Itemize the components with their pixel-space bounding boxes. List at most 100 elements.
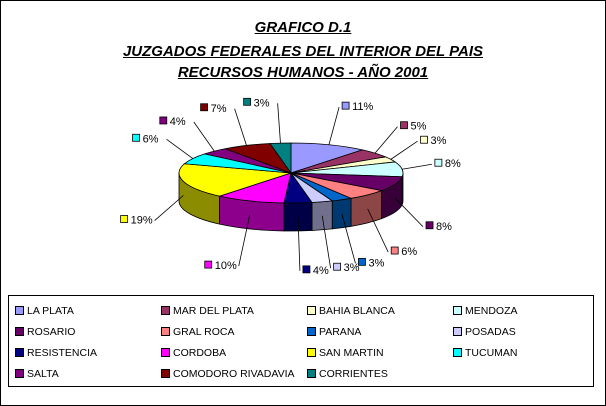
data-label-salta: 4% bbox=[170, 116, 186, 128]
legend-label: PARANA bbox=[319, 326, 362, 338]
pie-slice-la-plata bbox=[290, 142, 364, 174]
label-swatch-mendoza bbox=[434, 158, 443, 167]
legend-label: MENDOZA bbox=[465, 305, 518, 317]
legend-label: SALTA bbox=[27, 368, 59, 380]
legend-label: SAN MARTIN bbox=[319, 347, 384, 359]
pie-sides bbox=[178, 172, 404, 232]
legend-label: BAHIA BLANCA bbox=[319, 305, 395, 317]
legend-label: TUCUMAN bbox=[465, 347, 518, 359]
legend-item-parana: PARANA bbox=[307, 325, 361, 339]
legend-label: CORDOBA bbox=[173, 347, 227, 359]
legend-swatch bbox=[15, 347, 24, 357]
label-swatch-bahia-blanca bbox=[420, 135, 428, 144]
pie-chart: 11% 5% 3% 8% 8% 6% 3% 3% 4% 10% 19% 6% 4% 7% 3% bbox=[120, 97, 461, 277]
legend-item-mendoza: MENDOZA bbox=[453, 304, 518, 318]
data-label-tucuman: 6% bbox=[143, 133, 159, 145]
data-label-comodoro-rivadavia: 7% bbox=[211, 103, 227, 115]
legend-label: CORRIENTES bbox=[319, 368, 388, 380]
legend-swatch bbox=[15, 368, 24, 378]
chart-title: GRAFICO D.1 bbox=[254, 19, 352, 36]
legend-label: MAR DEL PLATA bbox=[173, 305, 254, 317]
legend-label: RESISTENCIA bbox=[27, 347, 98, 359]
legend-label: LA PLATA bbox=[27, 305, 74, 317]
pie-slice-san-martin bbox=[178, 163, 292, 197]
leader-line-resistencia bbox=[297, 216, 301, 271]
legend-swatch bbox=[307, 347, 316, 357]
data-label-mendoza: 8% bbox=[445, 158, 461, 170]
data-label-rosario: 8% bbox=[436, 221, 452, 233]
label-swatch-parana bbox=[358, 257, 366, 266]
label-swatch-resistencia bbox=[302, 265, 311, 274]
leader-line-parana bbox=[341, 213, 356, 264]
leader-line-mar-del-plata bbox=[374, 126, 398, 154]
legend-item-mar-del-plata: MAR DEL PLATA bbox=[161, 304, 254, 318]
leader-line-mendoza bbox=[402, 163, 432, 170]
legend-item-comodoro-rivadavia: COMODORO RIVADAVIA bbox=[161, 367, 295, 381]
legend-swatch bbox=[453, 305, 462, 315]
label-swatch-la-plata bbox=[341, 101, 350, 110]
leader-line-salta bbox=[193, 121, 215, 152]
leader-line-cordoba bbox=[238, 214, 251, 267]
label-swatch-gral-roca bbox=[390, 246, 399, 255]
data-label-resistencia: 4% bbox=[313, 265, 329, 277]
legend-swatch bbox=[453, 326, 462, 336]
legend-item-cordoba: CORDOBA bbox=[161, 346, 226, 360]
chart-subtitle-2: RECURSOS HUMANOS - AÑO 2001 bbox=[177, 64, 429, 81]
chart-subtitle: JUZGADOS FEDERALES DEL INTERIOR DEL PAIS bbox=[122, 43, 484, 60]
legend-swatch bbox=[161, 347, 170, 357]
legend-item-rosario: ROSARIO bbox=[15, 325, 75, 339]
leader-line-tucuman bbox=[166, 138, 194, 159]
data-label-gral-roca: 6% bbox=[401, 246, 417, 258]
label-swatch-mar-del-plata bbox=[400, 121, 408, 130]
pie-side-posadas bbox=[311, 200, 333, 231]
data-label-posadas: 3% bbox=[344, 262, 360, 274]
label-swatch-san-martin bbox=[120, 215, 129, 223]
data-label-la-plata: 11% bbox=[352, 101, 373, 113]
legend-item-bahia-blanca: BAHIA BLANCA bbox=[307, 304, 395, 318]
legend-item-san-martin: SAN MARTIN bbox=[307, 346, 384, 360]
leader-line-la-plata bbox=[328, 107, 340, 145]
legend-item-salta: SALTA bbox=[15, 367, 59, 381]
label-swatch-tucuman bbox=[132, 133, 140, 142]
legend-item-posadas: POSADAS bbox=[453, 325, 516, 339]
data-label-mar-del-plata: 5% bbox=[411, 121, 427, 133]
legend-label: COMODORO RIVADAVIA bbox=[173, 368, 295, 380]
leader-line-comodoro-rivadavia bbox=[234, 108, 247, 146]
legend-swatch bbox=[307, 305, 316, 315]
legend-swatch bbox=[161, 368, 170, 378]
leader-line-gral-roca bbox=[367, 208, 389, 253]
label-swatch-cordoba bbox=[204, 260, 213, 269]
legend-item-gral-roca: GRAL ROCA bbox=[161, 325, 234, 339]
chart-legend: LA PLATA MAR DEL PLATA BAHIA BLANCA MENDOZA… bbox=[8, 295, 594, 387]
legend-swatch bbox=[161, 305, 170, 315]
legend-item-tucuman: TUCUMAN bbox=[453, 346, 518, 360]
legend-label: ROSARIO bbox=[27, 326, 76, 338]
leader-line-rosario bbox=[394, 197, 424, 228]
legend-swatch bbox=[307, 326, 316, 336]
legend-swatch bbox=[307, 368, 316, 378]
pie-labels: 11% 5% 3% 8% 8% 6% 3% 3% 4% 10% 19% 6% 4% 7% 3% bbox=[120, 97, 461, 277]
leader-line-posadas bbox=[321, 215, 332, 269]
data-label-corrientes: 3% bbox=[254, 97, 270, 109]
label-swatch-salta bbox=[159, 116, 168, 125]
data-label-cordoba: 10% bbox=[215, 260, 237, 272]
legend-label: POSADAS bbox=[465, 326, 516, 338]
label-swatch-posadas bbox=[333, 262, 342, 271]
leader-line-corrientes bbox=[277, 103, 281, 144]
leader-line-san-martin bbox=[154, 195, 184, 221]
legend-item-la-plata: LA PLATA bbox=[15, 304, 74, 318]
legend-swatch bbox=[453, 347, 462, 357]
legend-label: GRAL ROCA bbox=[173, 326, 235, 338]
label-swatch-corrientes bbox=[243, 97, 252, 106]
legend-swatch bbox=[15, 305, 24, 315]
leader-line-bahia-blanca bbox=[390, 140, 418, 160]
legend-swatch bbox=[161, 326, 170, 336]
data-label-san-martin: 19% bbox=[131, 215, 153, 227]
pie-tops bbox=[178, 142, 404, 204]
data-label-bahia-blanca: 3% bbox=[431, 135, 447, 147]
pie-side-parana bbox=[331, 197, 352, 230]
legend-item-corrientes: CORRIENTES bbox=[307, 367, 388, 381]
label-swatch-comodoro-rivadavia bbox=[200, 103, 209, 112]
legend-item-resistencia: RESISTENCIA bbox=[15, 346, 97, 360]
